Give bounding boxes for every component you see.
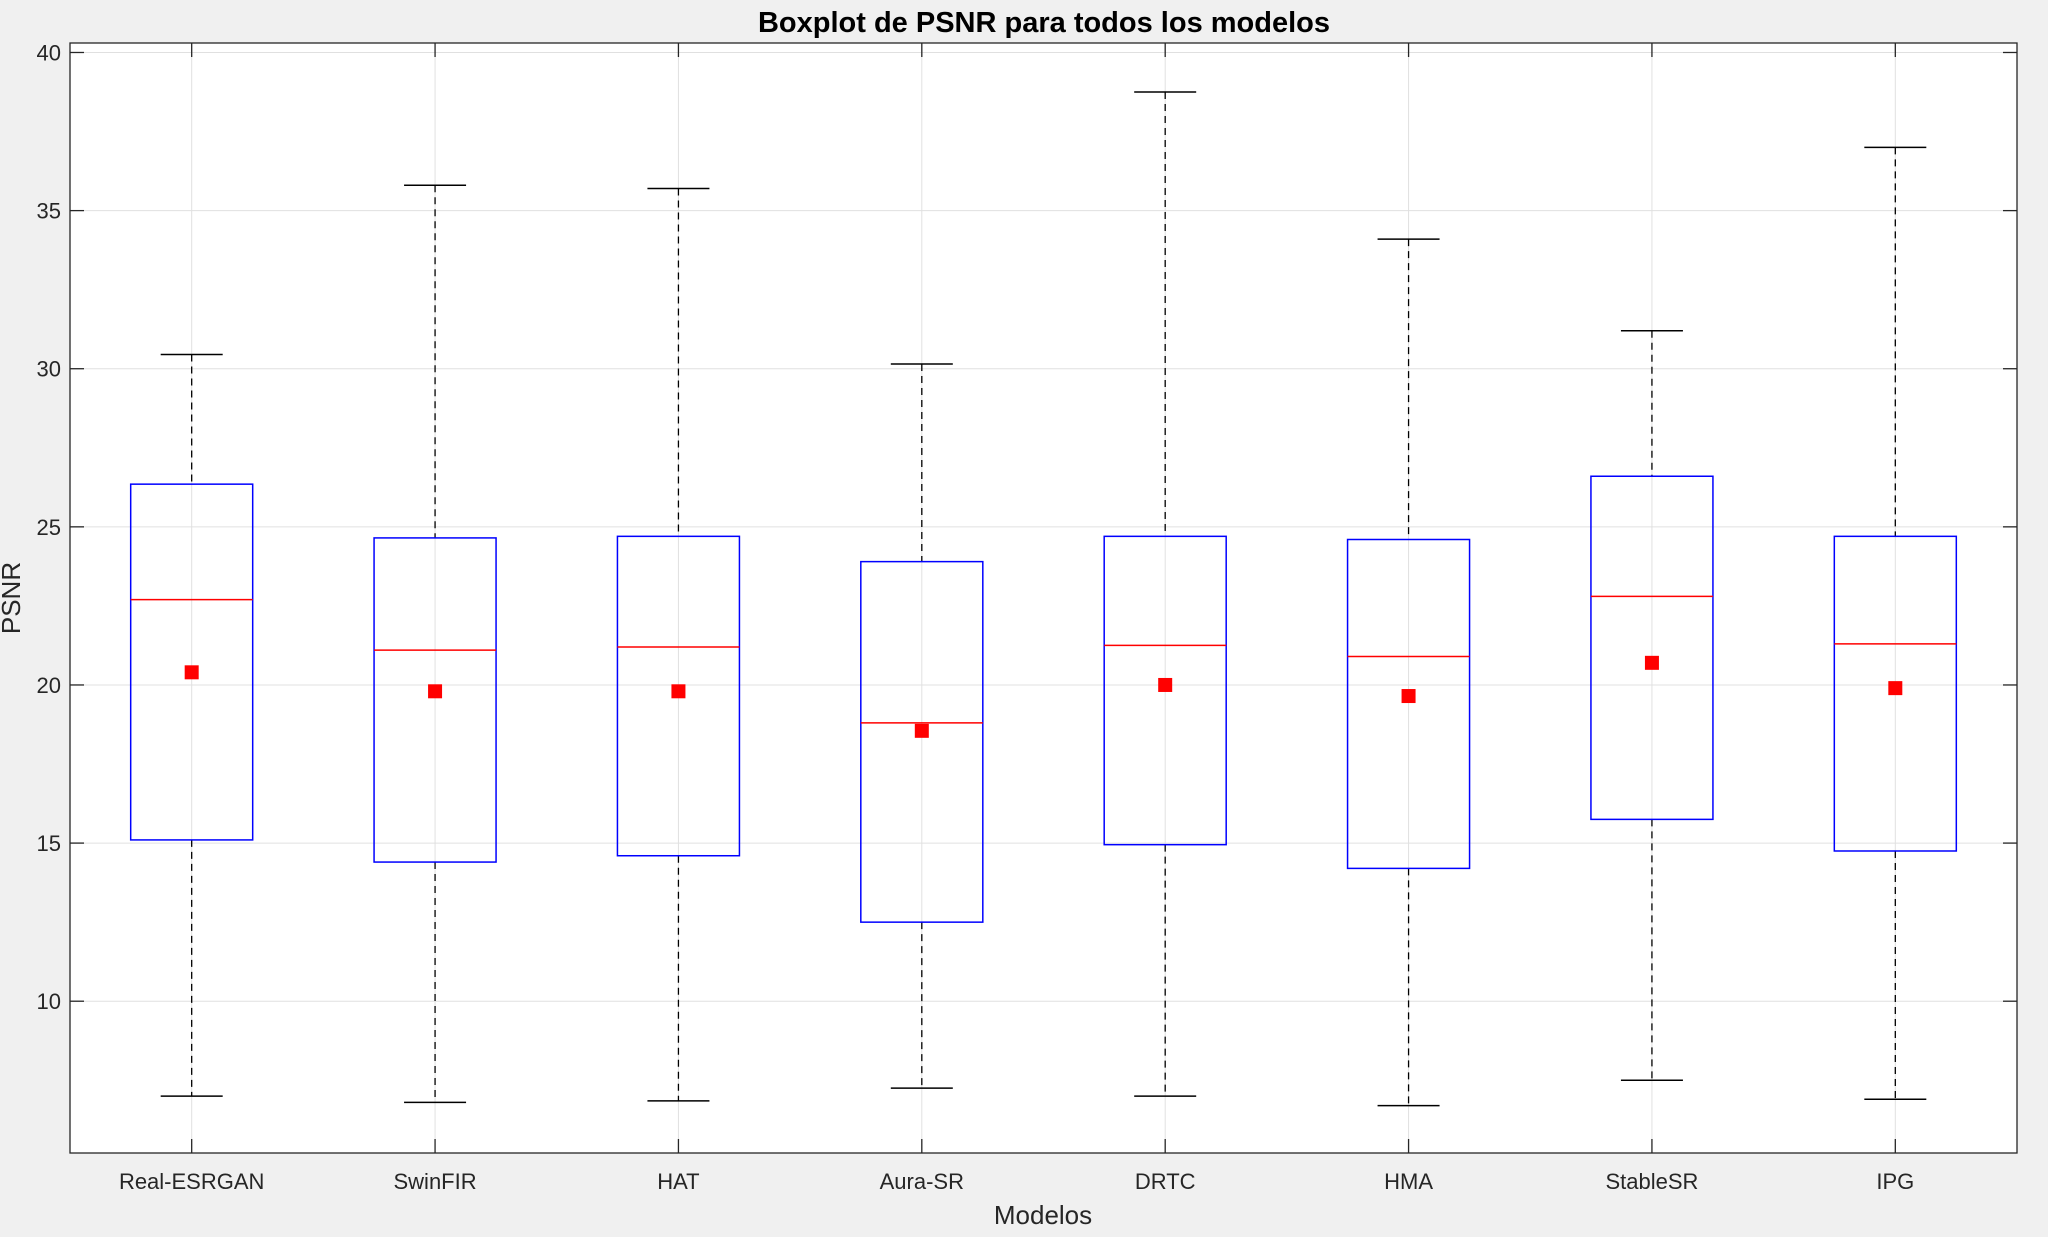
x-tick-label: Real-ESRGAN bbox=[119, 1169, 264, 1194]
mean-marker bbox=[1401, 689, 1416, 704]
mean-marker bbox=[1644, 655, 1659, 670]
box-aura-sr bbox=[860, 363, 984, 1089]
x-tick-label: IPG bbox=[1876, 1169, 1914, 1194]
iqr-box bbox=[616, 535, 741, 857]
mean-marker bbox=[1158, 677, 1173, 692]
plot-area bbox=[70, 43, 2017, 1153]
x-axis-label: Modelos bbox=[994, 1200, 1092, 1230]
tick-labels: 10 15 20 25 30 35 40 Real-ESRGAN SwinFIR HAT Aura-… bbox=[37, 40, 1915, 1194]
mean-marker bbox=[671, 684, 686, 699]
box-drtc bbox=[1103, 91, 1227, 1097]
iqr-box bbox=[373, 537, 497, 863]
iqr-box bbox=[1590, 475, 1714, 821]
y-tick-label: 10 bbox=[37, 989, 61, 1014]
y-tick-label: 20 bbox=[37, 673, 61, 698]
iqr-box bbox=[1833, 535, 1958, 852]
box-series bbox=[129, 91, 1958, 1107]
iqr-box bbox=[129, 483, 254, 841]
box-swinfir bbox=[373, 184, 497, 1104]
mean-marker bbox=[428, 684, 443, 699]
x-tick-label: SwinFIR bbox=[394, 1169, 477, 1194]
box-real-esrgan bbox=[129, 353, 254, 1097]
x-tick-label: StableSR bbox=[1605, 1169, 1698, 1194]
mean-marker bbox=[184, 665, 199, 680]
chart-title: Boxplot de PSNR para todos los modelos bbox=[758, 7, 1330, 39]
iqr-box bbox=[1103, 535, 1227, 846]
y-tick-label: 40 bbox=[37, 40, 61, 65]
x-tick-label: DRTC bbox=[1135, 1169, 1196, 1194]
mean-marker bbox=[1888, 681, 1903, 696]
x-tick-label: Aura-SR bbox=[880, 1169, 964, 1194]
box-stablesr bbox=[1590, 330, 1714, 1082]
mean-marker bbox=[914, 723, 929, 738]
grid-lines bbox=[70, 43, 2017, 1153]
y-tick-label: 25 bbox=[37, 515, 61, 540]
axes-frame bbox=[69, 42, 2018, 1154]
x-tick-label: HMA bbox=[1384, 1169, 1433, 1194]
box-ipg bbox=[1833, 146, 1958, 1100]
iqr-box bbox=[860, 560, 984, 923]
y-axis-label: PSNR bbox=[0, 562, 26, 634]
box-hma bbox=[1346, 238, 1471, 1107]
box-hat bbox=[616, 187, 741, 1102]
y-tick-label: 35 bbox=[37, 199, 61, 224]
axes bbox=[69, 42, 2018, 1154]
x-tick-label: HAT bbox=[657, 1169, 699, 1194]
y-tick-label: 15 bbox=[37, 831, 61, 856]
iqr-box bbox=[1346, 538, 1471, 870]
y-tick-label: 30 bbox=[37, 357, 61, 382]
